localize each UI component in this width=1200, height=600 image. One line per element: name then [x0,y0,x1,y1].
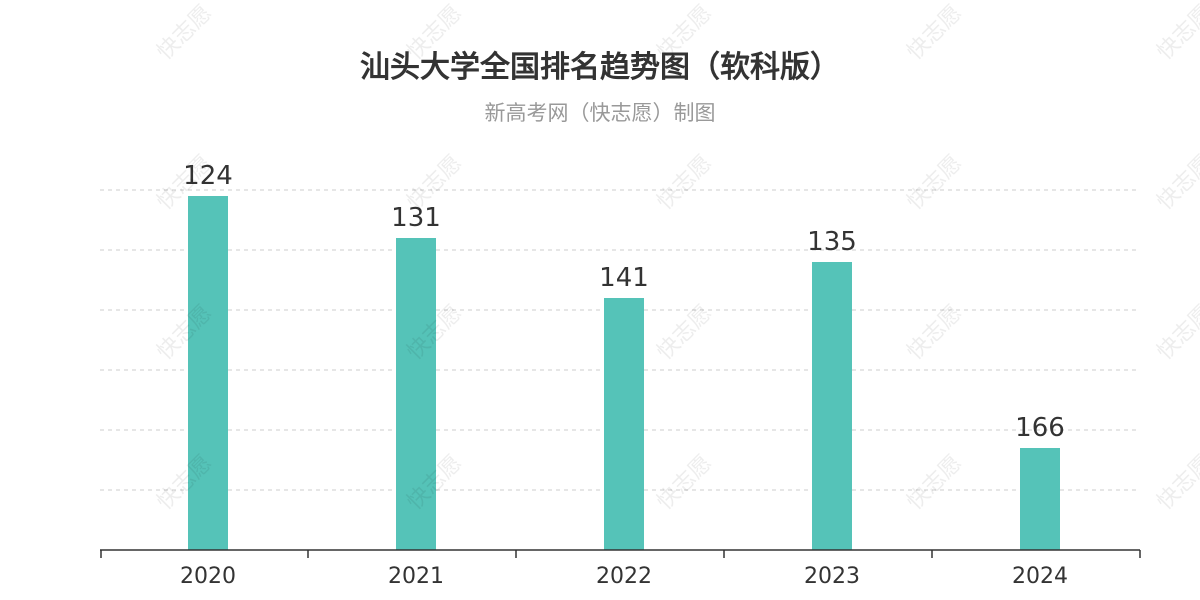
bar-2022 [604,298,644,550]
data-label-2020: 124 [183,161,233,191]
x-tick-label-2023: 2023 [804,564,860,589]
chart-subtitle: 新高考网（快志愿）制图 [484,101,716,125]
bar-2021 [396,238,436,550]
bar-2024 [1020,448,1060,550]
x-tick-label-2022: 2022 [596,564,652,589]
data-label-2021: 131 [391,203,441,233]
data-label-2022: 141 [599,263,649,293]
data-label-2023: 135 [807,227,857,257]
data-label-2024: 166 [1015,413,1065,443]
bar-2020 [188,196,228,550]
x-tick-label-2020: 2020 [180,564,236,589]
bar-2023 [812,262,852,550]
chart-title: 汕头大学全国排名趋势图（软科版） [360,50,840,85]
x-tick-label-2021: 2021 [388,564,444,589]
x-tick-label-2024: 2024 [1012,564,1068,589]
